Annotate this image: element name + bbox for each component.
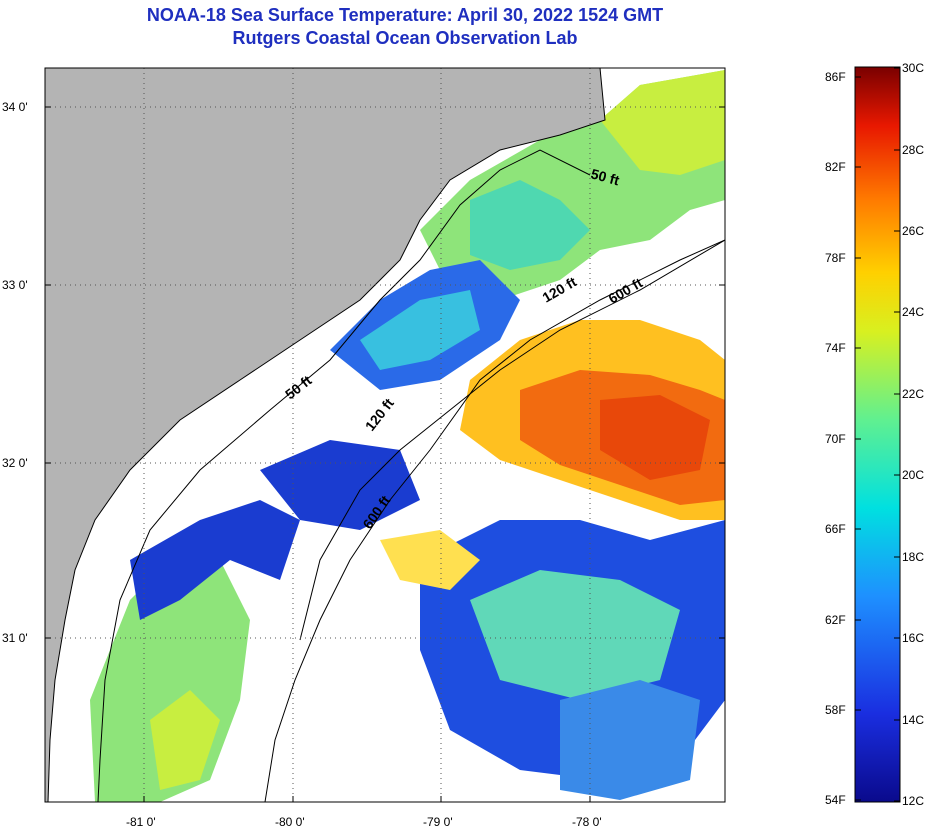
colorbar-ticks: [855, 67, 900, 802]
colorbar-f-label: 78F: [825, 251, 846, 265]
colorbar-f-label: 82F: [825, 160, 846, 174]
colorbar-f-label: 70F: [825, 432, 846, 446]
isobath-label: 50 ft: [589, 165, 621, 188]
isobath-lines: [97, 149, 725, 802]
lon-label: -78 0': [572, 815, 602, 829]
colorbar-f-label: 86F: [825, 70, 846, 84]
colorbar-f-label: 58F: [825, 703, 846, 717]
colorbar-f-label: 62F: [825, 613, 846, 627]
graticule: [45, 68, 725, 802]
axis-ticks: [45, 106, 725, 802]
colorbar-c-label: 22C: [902, 387, 925, 401]
colorbar-c-label: 12C: [902, 794, 925, 808]
colorbar-c-label: 14C: [902, 713, 925, 727]
land-mass: [45, 68, 606, 802]
colorbar-f-label: 54F: [825, 793, 846, 807]
map-subtitle: Rutgers Coastal Ocean Observation Lab: [232, 28, 578, 48]
lat-label: 32 0': [2, 456, 28, 470]
lon-label: -79 0': [423, 815, 453, 829]
lon-label: -81 0': [126, 815, 156, 829]
lat-label: 33 0': [2, 278, 28, 292]
colorbar-c-label: 30C: [902, 61, 925, 75]
lon-label: -80 0': [275, 815, 305, 829]
sst-field: [90, 70, 725, 802]
map-frame: [44, 67, 726, 803]
colorbar-c-label: 26C: [902, 224, 925, 238]
lat-label: 34 0': [2, 100, 28, 114]
map-title: NOAA-18 Sea Surface Temperature: April 3…: [146, 5, 664, 25]
colorbar: [854, 66, 901, 803]
colorbar-c-label: 20C: [902, 468, 925, 482]
colorbar-c-label: 18C: [902, 550, 925, 564]
colorbar-f-label: 66F: [825, 522, 846, 536]
colorbar-c-label: 16C: [902, 631, 925, 645]
colorbar-f-label: 74F: [825, 341, 846, 355]
lat-label: 31 0': [2, 631, 28, 645]
colorbar-c-label: 28C: [902, 143, 925, 157]
colorbar-c-label: 24C: [902, 305, 925, 319]
